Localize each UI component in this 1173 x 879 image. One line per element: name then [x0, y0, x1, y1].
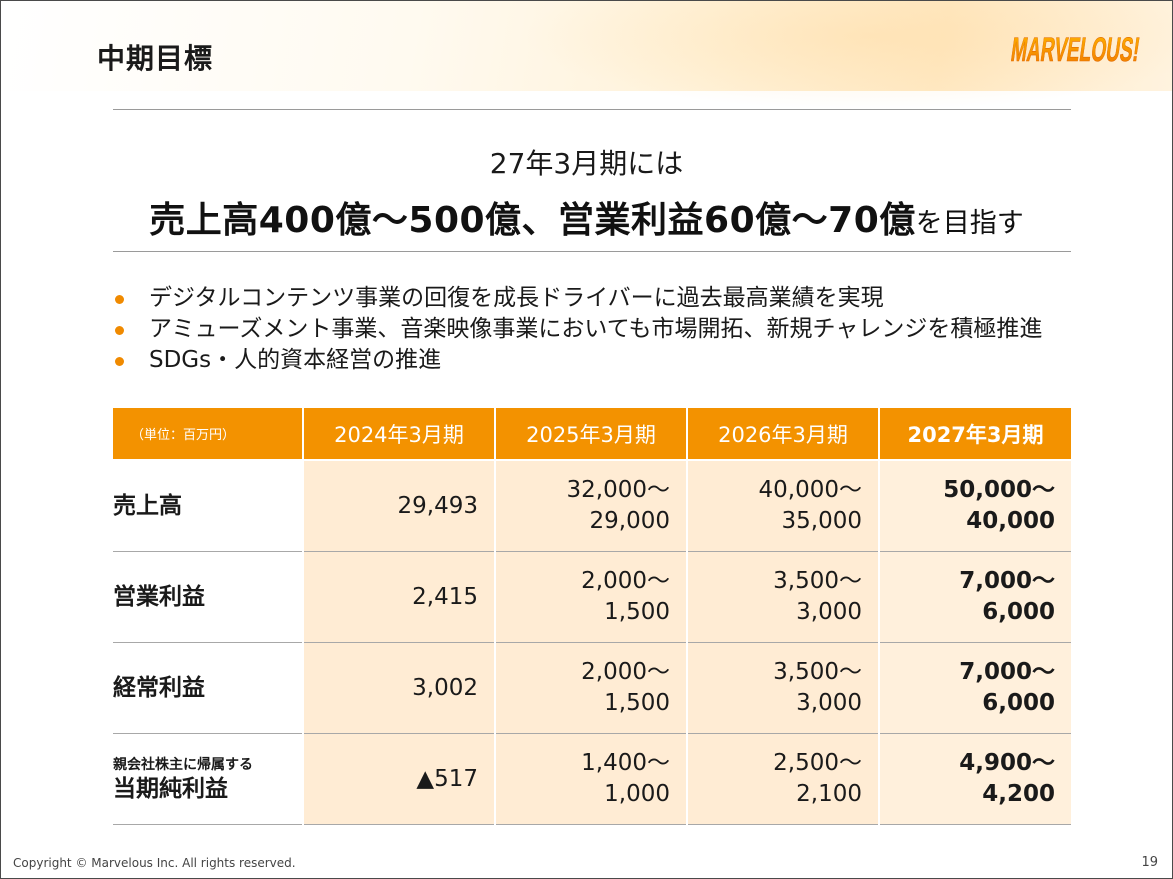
headline-bold: 売上高400億～500億、営業利益60億～70億: [149, 200, 916, 241]
row-label-text: 営業利益: [113, 584, 205, 610]
row-label: 営業利益: [113, 551, 304, 643]
table-cell: ▲517: [303, 733, 496, 825]
targets-table: （単位：百万円） 2024年3月期 2025年3月期 2026年3月期 2027…: [113, 408, 1071, 825]
cell-value: 3,002: [412, 674, 478, 701]
cell-value: 4,900～: [959, 750, 1055, 776]
cell-value: 3,000: [796, 599, 862, 625]
cell-value: 50,000～: [943, 477, 1055, 503]
cell-value: 7,000～: [959, 659, 1055, 685]
cell-value: 4,200: [982, 781, 1055, 807]
bullet-text: アミューズメント事業、音楽映像事業においても市場開拓、新規チャレンジを積極推進: [149, 316, 1043, 342]
column-header: 2024年3月期: [303, 408, 496, 460]
list-item: デジタルコンテンツ事業の回復を成長ドライバーに過去最高業績を実現: [113, 283, 1042, 314]
headline: 売上高400億～500億、営業利益60億～70億を目指す: [1, 191, 1172, 243]
table-cell: 32,000～ 29,000: [495, 459, 688, 552]
row-label-subtext: 親会社株主に帰属する: [113, 757, 253, 773]
bullet-dot-icon: [115, 357, 124, 366]
row-label-text: 経常利益: [113, 675, 205, 701]
row-label: 経常利益: [113, 642, 304, 734]
cell-value: 3,500～: [773, 659, 862, 685]
row-label-text: 当期純利益: [113, 776, 228, 802]
cell-value: 2,500～: [773, 750, 862, 776]
table-row: 親会社株主に帰属する 当期純利益 ▲517 1,400～ 1,000 2,500～ 2…: [113, 733, 1071, 825]
cell-value: 40,000～: [758, 477, 862, 503]
bullet-list: デジタルコンテンツ事業の回復を成長ドライバーに過去最高業績を実現 アミューズメン…: [113, 283, 1042, 376]
top-rule: [113, 109, 1071, 110]
table-cell: 3,500～ 3,000: [687, 551, 880, 643]
cell-value: 2,100: [796, 781, 862, 807]
table-cell: 3,002: [303, 642, 496, 734]
table-cell: 2,000～ 1,500: [495, 551, 688, 643]
list-item: SDGs・人的資本経営の推進: [113, 345, 1042, 376]
table-cell: 7,000～ 6,000: [879, 551, 1071, 643]
cell-value: 2,000～: [581, 659, 670, 685]
table-cell: 29,493: [303, 459, 496, 552]
cell-value: 1,000: [604, 781, 670, 807]
cell-value: 1,500: [604, 690, 670, 716]
bullet-dot-icon: [115, 295, 124, 304]
column-header: 2027年3月期: [879, 408, 1071, 460]
column-header: 2026年3月期: [687, 408, 880, 460]
table-cell: 50,000～ 40,000: [879, 459, 1071, 552]
cell-value: 2,415: [412, 583, 478, 610]
table-cell: 2,415: [303, 551, 496, 643]
headline-suffix: を目指す: [915, 208, 1024, 239]
table-row: 売上高 29,493 32,000～ 29,000 40,000～ 35,000 5…: [113, 459, 1071, 552]
list-item: アミューズメント事業、音楽映像事業においても市場開拓、新規チャレンジを積極推進: [113, 314, 1042, 345]
row-label-text: 売上高: [113, 493, 182, 519]
page-title: 中期目標: [97, 42, 214, 75]
table-row: 経常利益 3,002 2,000～ 1,500 3,500～ 3,000 7,000…: [113, 642, 1071, 734]
table-cell: 7,000～ 6,000: [879, 642, 1071, 734]
cell-value: 6,000: [982, 599, 1055, 625]
bullet-text: デジタルコンテンツ事業の回復を成長ドライバーに過去最高業績を実現: [149, 285, 884, 311]
table-cell: 1,400～ 1,000: [495, 733, 688, 825]
header-band: [1, 1, 1172, 111]
table-cell: 40,000～ 35,000: [687, 459, 880, 552]
page-number: 19: [1141, 855, 1158, 870]
cell-value: 40,000: [966, 508, 1055, 534]
cell-value: 2,000～: [581, 568, 670, 594]
table-header-row: （単位：百万円） 2024年3月期 2025年3月期 2026年3月期 2027…: [113, 408, 1071, 460]
cell-value: 32,000～: [566, 477, 670, 503]
cell-value: 1,400～: [581, 750, 670, 776]
table-cell: 3,500～ 3,000: [687, 642, 880, 734]
bullet-text: SDGs・人的資本経営の推進: [149, 347, 442, 373]
cell-value: 1,500: [604, 599, 670, 625]
cell-value: 7,000～: [959, 568, 1055, 594]
header-swoosh: [521, 1, 1172, 111]
column-header: 2025年3月期: [495, 408, 688, 460]
table-cell: 2,500～ 2,100: [687, 733, 880, 825]
bullet-dot-icon: [115, 326, 124, 335]
unit-label: （単位：百万円）: [113, 408, 304, 460]
copyright: Copyright © Marvelous Inc. All rights re…: [13, 856, 296, 870]
table-row: 営業利益 2,415 2,000～ 1,500 3,500～ 3,000 7,000…: [113, 551, 1071, 643]
row-label: 親会社株主に帰属する当期純利益: [113, 733, 304, 825]
cell-value: 6,000: [982, 690, 1055, 716]
cell-value: 3,000: [796, 690, 862, 716]
logo-text: MARVELOUS!: [1010, 31, 1142, 69]
cell-value: 29,493: [397, 492, 478, 519]
marvelous-logo: MARVELOUS!: [1010, 31, 1142, 69]
cell-value: ▲517: [416, 765, 478, 792]
cell-value: 29,000: [589, 508, 670, 534]
subtitle: 27年3月期には: [489, 147, 684, 180]
row-label: 売上高: [113, 459, 304, 552]
table-cell: 2,000～ 1,500: [495, 642, 688, 734]
table-cell: 4,900～ 4,200: [879, 733, 1071, 825]
bottom-rule: [113, 251, 1071, 252]
cell-value: 35,000: [781, 508, 862, 534]
cell-value: 3,500～: [773, 568, 862, 594]
